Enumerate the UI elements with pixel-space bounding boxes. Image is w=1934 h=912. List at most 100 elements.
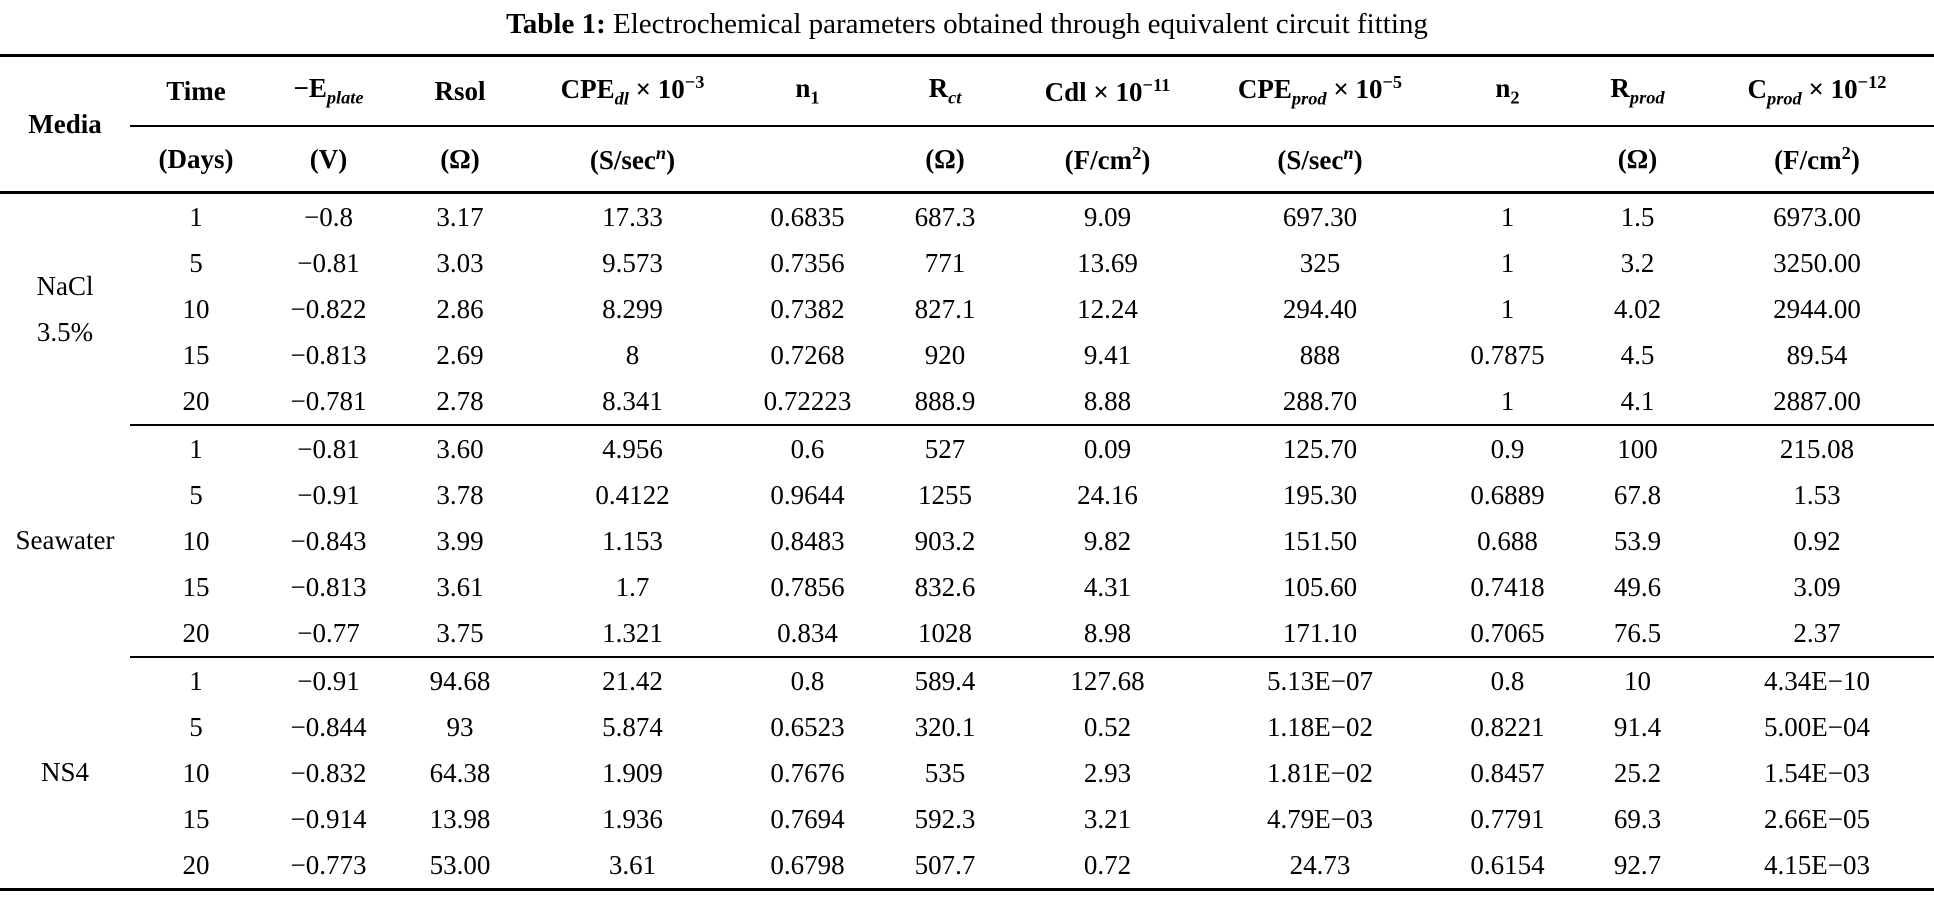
header-text-part: −E bbox=[293, 73, 327, 104]
table-row-seawater-10: 10 −0.843 3.99 1.153 0.8483 903.2 9.82 151.50 0.… bbox=[0, 518, 1934, 564]
cell-rsol: 2.78 bbox=[395, 378, 525, 426]
header-text-part: ct bbox=[948, 87, 962, 108]
cell-n2: 1 bbox=[1500, 247, 1515, 278]
cell-c-prod: 5.00E−04 bbox=[1764, 711, 1870, 742]
cell-n2: 0.6889 bbox=[1470, 479, 1545, 510]
cell-n1: 0.6835 bbox=[770, 201, 845, 232]
table-row-seawater-15: 15 −0.813 3.61 1.7 0.7856 832.6 4.31 105.60 0.74… bbox=[0, 564, 1934, 610]
cell-n2: 0.8457 bbox=[1470, 757, 1545, 788]
cell-cpe-dl: 4.956 bbox=[602, 433, 663, 464]
cell-cpe-dl: 8.341 bbox=[525, 378, 740, 426]
header-text-part: Time bbox=[166, 75, 226, 106]
cell-cdl: 2.93 bbox=[1083, 757, 1132, 788]
cell-n1: 0.6 bbox=[790, 433, 825, 464]
col-unit-n2 bbox=[1440, 126, 1575, 194]
table-caption: Table 1: Electrochemical parameters obta… bbox=[0, 0, 1934, 54]
cell-n2: 0.7065 bbox=[1440, 610, 1575, 658]
cell-e-plate: −0.81 bbox=[297, 247, 360, 278]
col-unit-n1 bbox=[740, 126, 875, 194]
cell-cpe-dl: 8.299 bbox=[602, 293, 663, 324]
cell-cpe-dl: 0.4122 bbox=[595, 479, 670, 510]
header-text-part: (Days) bbox=[158, 143, 234, 174]
table-row-ns4-20: 20 −0.773 53.00 3.61 0.6798 507.7 0.72 24.73 0.6… bbox=[0, 842, 1934, 890]
cell-r-prod: 3.2 bbox=[1620, 247, 1655, 278]
table-caption-label: Table 1: bbox=[506, 8, 606, 40]
cell-time: 10 bbox=[182, 293, 210, 324]
cell-rsol: 93 bbox=[446, 711, 474, 742]
cell-cpe-dl: 8 bbox=[625, 339, 640, 370]
cell-rsol: 3.60 bbox=[436, 433, 484, 464]
cell-n2: 1 bbox=[1500, 201, 1515, 232]
cell-r-prod: 10 bbox=[1624, 665, 1651, 696]
cell-cpe-dl: 21.42 bbox=[602, 665, 663, 696]
header-text-part: −12 bbox=[1857, 72, 1887, 93]
header-text-part: ) bbox=[666, 144, 676, 175]
header-text-part: R bbox=[1610, 73, 1630, 104]
table-header: Media Time −Eplate Rsol CPEdl × 10−3 n1 Rct Cdl… bbox=[0, 55, 1934, 194]
header-text-part: (S/sec bbox=[1277, 144, 1344, 175]
col-unit-e-plate: (V) bbox=[262, 126, 395, 194]
cell-n1: 0.7856 bbox=[770, 571, 845, 602]
cell-e-plate: −0.832 bbox=[290, 757, 367, 788]
header-text-part: (F/cm bbox=[1064, 144, 1133, 175]
cell-n1: 0.8483 bbox=[770, 525, 845, 556]
cell-cpe-dl: 1.936 bbox=[602, 803, 663, 834]
cell-rsol: 3.75 bbox=[395, 610, 525, 658]
cell-cdl: 3.21 bbox=[1083, 803, 1132, 834]
header-text-part: (Ω) bbox=[1617, 143, 1658, 174]
media-label-line: NS4 bbox=[40, 756, 89, 787]
cell-time: 1 bbox=[189, 433, 203, 464]
table-row-ns4-5: 5 −0.844 93 5.874 0.6523 320.1 0.52 1.18E−02 0.8… bbox=[0, 704, 1934, 750]
cell-n2: 0.688 bbox=[1477, 525, 1538, 556]
cell-time: 15 bbox=[182, 571, 210, 602]
cell-c-prod: 2.37 bbox=[1700, 610, 1934, 658]
cell-rsol: 64.38 bbox=[429, 757, 491, 788]
header-text-part: n bbox=[1495, 73, 1511, 104]
media-label-line: Seawater bbox=[15, 525, 115, 556]
electrochemical-parameters-table: Media Time −Eplate Rsol CPEdl × 10−3 n1 Rct Cdl… bbox=[0, 54, 1934, 891]
cell-cdl: 0.09 bbox=[1083, 433, 1132, 464]
media-label-line: 3.5% bbox=[36, 316, 94, 347]
cell-n2: 0.8221 bbox=[1470, 711, 1545, 742]
cell-cpe-prod: 195.30 bbox=[1282, 479, 1358, 510]
header-text-part: CPE bbox=[560, 74, 615, 105]
cell-rsol: 3.61 bbox=[436, 571, 484, 602]
table-row-nacl-15: 15 −0.813 2.69 8 0.7268 920 9.41 888 0.7875 4.5 89… bbox=[0, 332, 1934, 378]
cell-e-plate: −0.813 bbox=[290, 571, 367, 602]
table-body-host: NaCl 3.5% 1 −0.8 3.17 17.33 0.6835 687.3 9.09 697… bbox=[0, 193, 1934, 890]
col-unit-cpe-prod: (S/secn) bbox=[1200, 126, 1440, 194]
cell-r-ct: 687.3 bbox=[914, 201, 976, 232]
table-row-seawater-5: 5 −0.91 3.78 0.4122 0.9644 1255 24.16 195.30 0.6… bbox=[0, 472, 1934, 518]
cell-n2: 0.7418 bbox=[1470, 571, 1545, 602]
cell-e-plate: −0.773 bbox=[290, 849, 367, 880]
cell-e-plate: −0.813 bbox=[290, 339, 367, 370]
cell-cdl: 9.82 bbox=[1083, 525, 1132, 556]
cell-time: 20 bbox=[130, 378, 262, 426]
cell-cpe-dl: 1.909 bbox=[602, 757, 663, 788]
cell-rsol: 3.78 bbox=[436, 479, 484, 510]
cell-r-ct: 592.3 bbox=[914, 803, 976, 834]
cell-n2: 1 bbox=[1500, 293, 1515, 324]
table-row-ns4-15: 15 −0.914 13.98 1.936 0.7694 592.3 3.21 4.79E−0… bbox=[0, 796, 1934, 842]
cell-c-prod: 2.66E−05 bbox=[1764, 803, 1870, 834]
cell-cpe-prod: 697.30 bbox=[1282, 201, 1358, 232]
cell-r-prod: 4.02 bbox=[1613, 293, 1662, 324]
cell-r-prod: 4.1 bbox=[1575, 378, 1700, 426]
header-text-part: ) bbox=[1141, 144, 1151, 175]
cell-cpe-prod: 325 bbox=[1299, 247, 1341, 278]
cell-cdl: 127.68 bbox=[1070, 665, 1145, 696]
cell-rsol: 13.98 bbox=[429, 803, 491, 834]
cell-cdl: 12.24 bbox=[1077, 293, 1138, 324]
cell-cdl: 13.69 bbox=[1077, 247, 1138, 278]
cell-cpe-dl: 1.153 bbox=[602, 525, 663, 556]
cell-e-plate: −0.8 bbox=[304, 201, 353, 232]
header-text-part: n bbox=[655, 142, 667, 163]
header-text-part: (Ω) bbox=[440, 143, 480, 174]
header-text-part: n bbox=[795, 73, 811, 104]
cell-c-prod: 89.54 bbox=[1786, 339, 1848, 370]
cell-r-prod: 76.5 bbox=[1575, 610, 1700, 658]
cell-rsol: 3.99 bbox=[436, 525, 484, 556]
cell-r-ct: 903.2 bbox=[914, 525, 976, 556]
cell-n2: 0.8 bbox=[1490, 665, 1525, 696]
